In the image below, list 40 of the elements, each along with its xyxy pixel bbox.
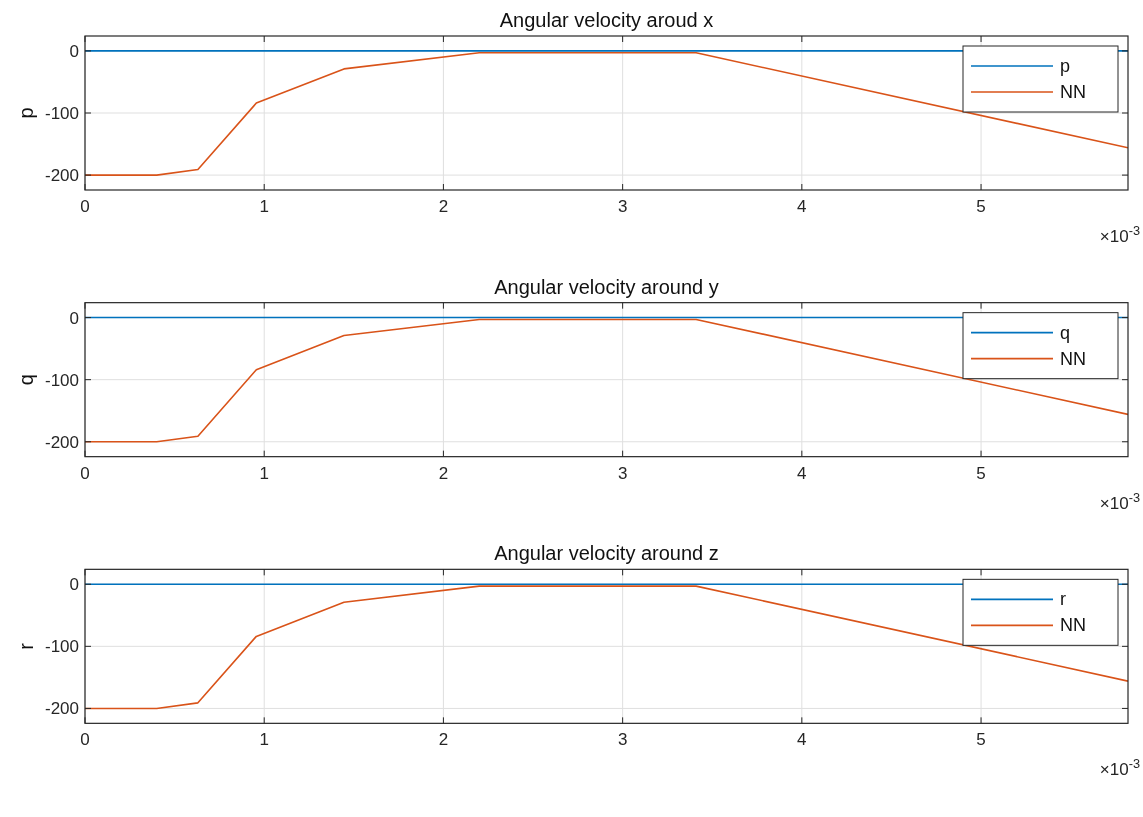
y-tick-label: -100 [44, 104, 79, 123]
legend-label: r [1060, 589, 1066, 610]
text: ×10$^{-3}$ [1099, 755, 1140, 780]
chart-title: Angular velocity around z [494, 542, 719, 565]
x-tick-label: 3 [617, 463, 628, 483]
chart-title: Angular velocity aroud x [499, 9, 714, 31]
y-tick-label: 0 [69, 41, 79, 61]
x-tick-label: 1 [259, 197, 269, 216]
x-tick-label: 3 [617, 197, 628, 216]
text: ×10$^{-3}$ [1099, 222, 1140, 246]
x-tick-label: 4 [797, 463, 807, 483]
text: ×10$^{-3}$ [1099, 489, 1140, 513]
x-tick-label: 5 [976, 197, 986, 216]
x-tick-label: 1 [259, 730, 269, 750]
y-tick-label: -200 [44, 432, 79, 452]
y-axis-title: p [15, 107, 37, 119]
legend-label: p [1060, 56, 1071, 76]
legend-label: NN [1060, 615, 1086, 636]
x-tick-label: 4 [797, 730, 807, 750]
y-tick-label: -100 [44, 370, 79, 390]
x-tick-label: 5 [976, 730, 986, 750]
x-tick-label: 2 [438, 730, 449, 750]
y-tick-label: -200 [44, 699, 79, 719]
legend-label: NN [1060, 348, 1086, 369]
legend-label: NN [1060, 82, 1086, 102]
y-axis-title: r [15, 642, 37, 650]
y-tick-label: 0 [69, 308, 79, 328]
x-tick-label: 5 [976, 463, 986, 483]
y-tick-label: -100 [44, 637, 79, 657]
y-tick-label: 0 [69, 575, 79, 595]
legend-label: q [1060, 322, 1071, 343]
y-tick-label: -200 [44, 166, 79, 186]
x-tick-label: 2 [438, 463, 449, 483]
y-axis-title: q [15, 374, 37, 386]
x-tick-label: 3 [617, 730, 628, 750]
line-series [85, 318, 1128, 443]
x-tick-label: 2 [438, 197, 449, 216]
chart-title: Angular velocity around y [494, 275, 719, 298]
x-tick-label: 4 [797, 197, 807, 216]
x-tick-label: 1 [259, 463, 269, 483]
